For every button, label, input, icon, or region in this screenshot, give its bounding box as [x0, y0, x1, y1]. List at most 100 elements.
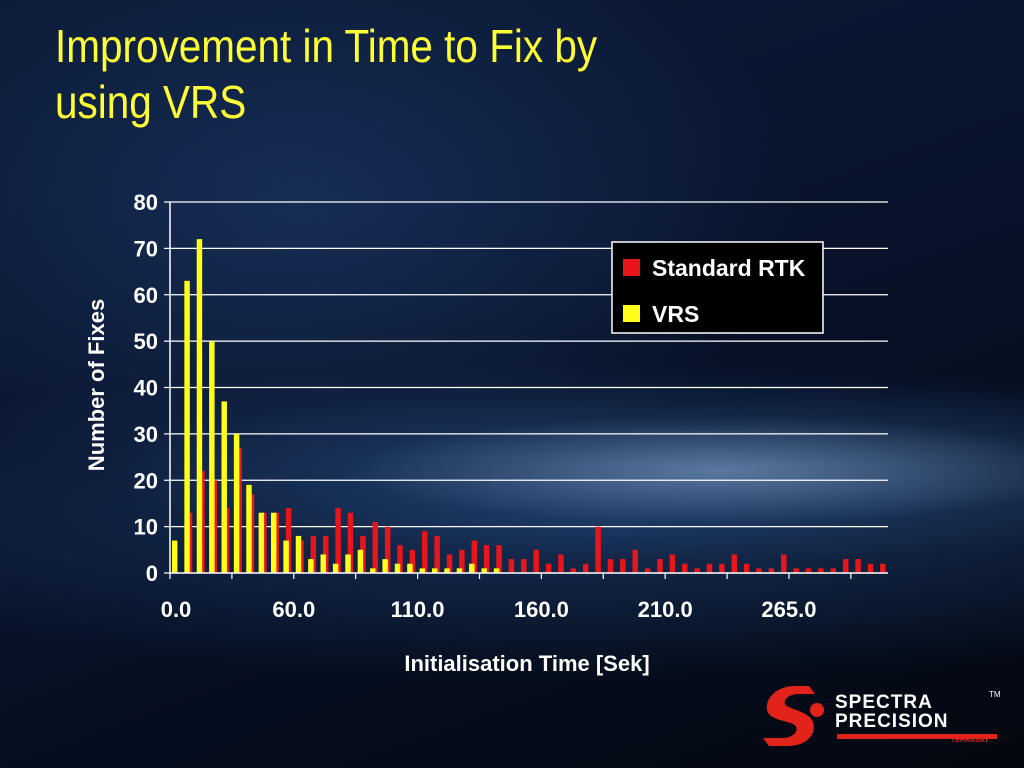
bar-standard-rtk	[632, 549, 638, 573]
slide-title: Improvement in Time to Fix by using VRS	[55, 20, 598, 128]
bar-standard-rtk	[496, 545, 502, 573]
logo-subtext: TERRASAT	[951, 737, 989, 744]
bar-standard-rtk	[743, 563, 750, 573]
bar-vrs	[196, 239, 203, 573]
bar-vrs	[258, 512, 265, 573]
bar-standard-rtk	[768, 568, 775, 573]
y-tick-label: 0	[146, 561, 158, 586]
bar-vrs	[382, 559, 388, 573]
bar-vrs	[308, 559, 314, 573]
logo-underline	[837, 734, 997, 739]
bar-standard-rtk	[880, 563, 886, 573]
bar-vrs	[295, 535, 302, 573]
bar-standard-rtk	[781, 554, 787, 573]
x-tick-label: 210.0	[638, 597, 693, 622]
bar-vrs	[394, 563, 401, 573]
y-tick-label: 80	[134, 190, 158, 215]
bar-vrs	[456, 568, 463, 573]
bar-vrs	[221, 401, 227, 573]
spectra-precision-logo: SPECTRA TM PRECISION TERRASAT	[755, 680, 1005, 752]
bar-standard-rtk	[483, 545, 490, 573]
bar-standard-rtk	[372, 521, 378, 573]
bar-standard-rtk	[409, 549, 416, 573]
bar-standard-rtk	[310, 535, 317, 573]
bar-vrs	[171, 540, 178, 573]
bar-standard-rtk	[471, 540, 478, 573]
x-tick-label: 160.0	[514, 597, 569, 622]
legend-swatch-standard-rtk	[623, 259, 640, 276]
bar-standard-rtk	[669, 554, 676, 573]
bar-standard-rtk	[842, 559, 849, 573]
bar-vrs	[419, 568, 426, 573]
bar-standard-rtk	[682, 563, 688, 573]
bar-standard-rtk	[384, 526, 391, 573]
bar-vrs	[246, 484, 252, 573]
x-tick-label: 60.0	[272, 597, 315, 622]
chart-axes	[164, 201, 888, 579]
bar-vrs	[283, 540, 289, 573]
chart-legend: Standard RTK VRS	[611, 241, 824, 334]
bar-vrs	[407, 563, 413, 573]
bar-standard-rtk	[644, 568, 651, 573]
bar-standard-rtk	[620, 559, 626, 573]
bar-standard-rtk	[855, 559, 861, 573]
x-axis-label: Initialisation Time [Sek]	[404, 651, 649, 676]
y-tick-label: 70	[134, 236, 158, 261]
bar-vrs	[233, 433, 240, 573]
bar-standard-rtk	[558, 554, 564, 573]
legend-swatch-vrs	[623, 305, 640, 322]
bar-standard-rtk	[545, 563, 552, 573]
bar-vrs	[357, 549, 364, 573]
y-tick-label: 50	[134, 329, 158, 354]
legend-label: Standard RTK	[652, 255, 806, 281]
bar-vrs	[320, 554, 326, 573]
x-tick-label: 0.0	[161, 597, 192, 622]
y-tick-label: 30	[134, 422, 158, 447]
logo-line1: SPECTRA	[835, 692, 933, 713]
bar-standard-rtk	[521, 559, 527, 573]
legend-box	[611, 241, 824, 334]
bar-vrs	[345, 554, 351, 573]
bar-vrs	[370, 568, 376, 573]
y-axis-label: Number of Fixes	[84, 299, 109, 471]
logo-mark-icon	[763, 686, 824, 746]
bar-standard-rtk	[335, 508, 341, 573]
x-tick-labels: 0.0 60.0 110.0 160.0 210.0 265.0	[161, 597, 817, 622]
bar-standard-rtk	[793, 568, 799, 573]
bar-standard-rtk	[446, 554, 453, 573]
bar-standard-rtk	[582, 563, 589, 573]
bar-vrs	[184, 280, 190, 573]
bar-standard-rtk	[805, 568, 812, 573]
bar-standard-rtk	[347, 512, 354, 573]
bar-vrs	[332, 563, 339, 573]
legend-label: VRS	[652, 301, 699, 327]
bar-standard-rtk	[533, 549, 539, 573]
y-tick-label: 20	[134, 468, 158, 493]
y-tick-label: 40	[134, 376, 158, 401]
bar-standard-rtk	[867, 563, 874, 573]
bar-standard-rtk	[422, 531, 428, 573]
y-tick-label: 10	[134, 515, 158, 540]
x-tick-label: 265.0	[761, 597, 816, 622]
bar-vrs	[493, 568, 500, 573]
y-tick-labels: 0 10 20 30 40 50 60 70 80	[134, 190, 158, 586]
logo-line2: PRECISION	[835, 711, 949, 732]
logo-trademark: TM	[989, 690, 1001, 699]
chart-bars	[171, 239, 886, 573]
bar-standard-rtk	[706, 563, 713, 573]
bar-standard-rtk	[731, 554, 737, 573]
bar-standard-rtk	[570, 568, 577, 573]
bar-standard-rtk	[508, 559, 515, 573]
bar-standard-rtk	[459, 549, 465, 573]
bar-standard-rtk	[756, 568, 762, 573]
y-tick-label: 60	[134, 283, 158, 308]
bar-vrs	[444, 568, 450, 573]
bar-vrs	[209, 341, 215, 573]
bar-standard-rtk	[719, 563, 725, 573]
bar-vrs	[431, 568, 438, 573]
x-tick-label: 110.0	[391, 597, 445, 622]
bar-standard-rtk	[657, 559, 663, 573]
bar-standard-rtk	[397, 545, 403, 573]
bar-vrs	[481, 568, 487, 573]
